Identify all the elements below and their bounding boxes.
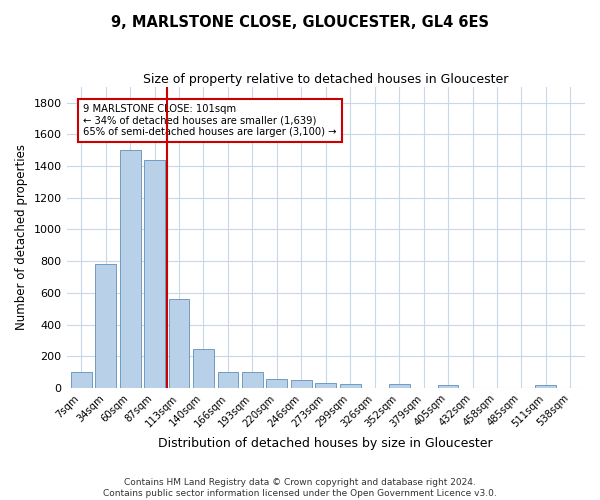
Text: 9, MARLSTONE CLOSE, GLOUCESTER, GL4 6ES: 9, MARLSTONE CLOSE, GLOUCESTER, GL4 6ES xyxy=(111,15,489,30)
Bar xyxy=(316,384,336,388)
Text: 9 MARLSTONE CLOSE: 101sqm
← 34% of detached houses are smaller (1,639)
65% of se: 9 MARLSTONE CLOSE: 101sqm ← 34% of detac… xyxy=(83,104,337,138)
Bar xyxy=(218,372,238,388)
X-axis label: Distribution of detached houses by size in Gloucester: Distribution of detached houses by size … xyxy=(158,437,493,450)
Bar xyxy=(291,380,312,388)
Y-axis label: Number of detached properties: Number of detached properties xyxy=(15,144,28,330)
Text: Contains HM Land Registry data © Crown copyright and database right 2024.
Contai: Contains HM Land Registry data © Crown c… xyxy=(103,478,497,498)
Bar xyxy=(193,350,214,388)
Bar xyxy=(437,385,458,388)
Bar xyxy=(71,372,92,388)
Bar xyxy=(535,385,556,388)
Bar xyxy=(169,300,190,388)
Bar xyxy=(340,384,361,388)
Bar xyxy=(389,384,410,388)
Bar xyxy=(266,378,287,388)
Bar xyxy=(144,160,165,388)
Bar xyxy=(95,264,116,388)
Title: Size of property relative to detached houses in Gloucester: Size of property relative to detached ho… xyxy=(143,72,508,86)
Bar xyxy=(120,150,140,388)
Bar xyxy=(242,372,263,388)
